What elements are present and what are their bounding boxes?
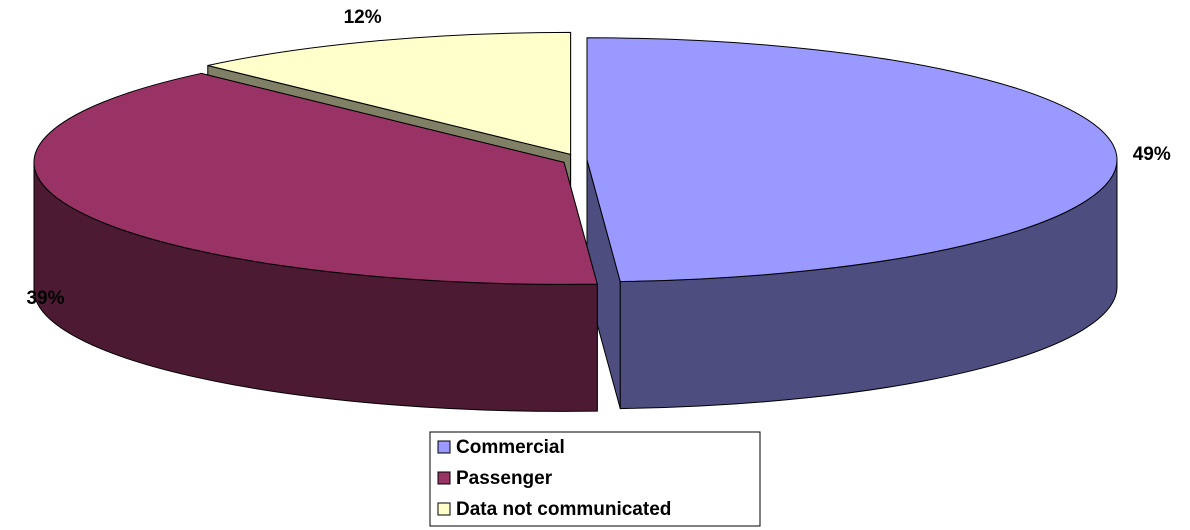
slice: [586, 37, 1118, 283]
data-label: 39%: [26, 288, 64, 309]
data-label: 12%: [344, 7, 382, 28]
legend-swatch: [437, 440, 451, 454]
legend-label: Data not communicated: [456, 499, 671, 520]
data-label: 49%: [1133, 144, 1171, 165]
slice: [33, 72, 598, 285]
legend-swatch: [437, 471, 451, 485]
legend-label: Passenger: [456, 468, 553, 489]
legend-box: [429, 431, 761, 527]
legend-swatch: [437, 502, 451, 516]
slice: [207, 31, 572, 156]
legend-label: Commercial: [456, 437, 565, 458]
